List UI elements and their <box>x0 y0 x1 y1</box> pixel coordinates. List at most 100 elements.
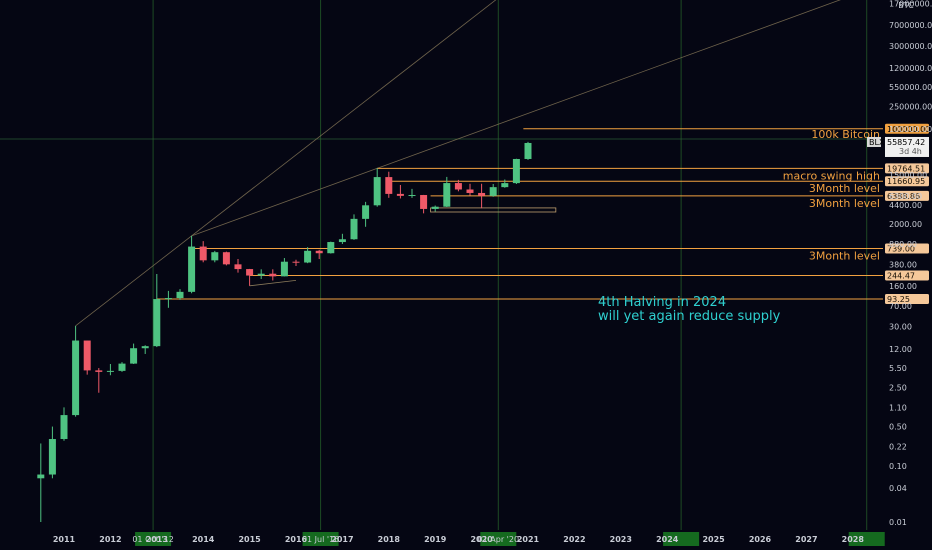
y-tick-label: 0.22 <box>889 443 907 452</box>
level-label: 100k Bitcoin <box>811 128 880 141</box>
candle-body <box>501 183 509 188</box>
x-tick-label: 2014 <box>192 535 215 544</box>
candle-body <box>280 261 288 277</box>
level-price-tag <box>885 270 929 281</box>
x-tick-label: 2021 <box>517 535 540 544</box>
candle-body <box>327 242 335 254</box>
candle-body <box>443 183 451 207</box>
axis-currency-label: BTC <box>898 1 914 10</box>
x-tick-label: 2025 <box>702 535 725 544</box>
x-tick-label: 2016 <box>285 535 308 544</box>
level-label: 3Month level <box>809 250 880 263</box>
range-box[interactable] <box>430 207 557 213</box>
halving-annotation-line2: will yet again reduce supply <box>598 309 781 324</box>
resistance-trendline[interactable] <box>191 0 880 237</box>
x-tick-label: 2018 <box>378 535 401 544</box>
halving-date-label: 01 Oct '12 <box>132 535 173 544</box>
support-trendline[interactable] <box>249 279 297 287</box>
x-tick-label: 2020 <box>470 535 493 544</box>
y-tick-label: 6300.00 <box>889 192 922 201</box>
upper-trendline[interactable] <box>75 0 880 327</box>
x-tick-label: 2011 <box>53 535 76 544</box>
y-tick-label: 100000.00 <box>889 125 932 134</box>
y-tick-label: 0.01 <box>889 518 907 527</box>
level-label: macro swing high <box>783 169 880 182</box>
level-price-tag-text: 739.00 <box>887 245 915 254</box>
level-price-tag <box>885 123 929 134</box>
candle-body <box>373 177 381 206</box>
y-tick-label: 5.50 <box>889 364 907 373</box>
candle-body <box>234 264 242 270</box>
y-tick-label: 7000000.00 <box>889 21 932 30</box>
candle-body <box>454 183 462 190</box>
price-tag-value: 55857.42 <box>887 138 925 147</box>
x-tick-label: 2023 <box>610 535 632 544</box>
price-tag-countdown: 3d 4h <box>899 147 922 156</box>
level-label: 3Month level <box>809 197 880 210</box>
ticker-badge <box>867 136 881 147</box>
y-tick-label: 550000.00 <box>889 83 932 92</box>
candle-body <box>188 246 196 292</box>
halving-annotation-line1: 4th Halving in 2024 <box>598 295 726 310</box>
candle-body <box>524 142 532 159</box>
y-tick-label: 2000.00 <box>889 220 922 229</box>
ticker-badge-text: BLX <box>869 138 885 147</box>
candle-body <box>106 370 114 372</box>
level-price-tag <box>885 163 929 174</box>
candle-body <box>153 299 161 347</box>
candle-body <box>408 195 416 197</box>
level-price-tag-text: 244.47 <box>887 271 915 280</box>
candle-body <box>512 158 520 184</box>
candles <box>37 141 532 522</box>
level-price-tag-text: 100000.00 <box>887 125 930 134</box>
grid-lines <box>0 0 880 530</box>
level-price-tag-text: 93.25 <box>887 295 910 304</box>
y-tick-label: 160.00 <box>889 282 917 291</box>
trend-lines[interactable] <box>75 0 880 327</box>
y-tick-label: 3000000.00 <box>889 42 932 51</box>
candle-body <box>211 252 219 261</box>
candle-body <box>60 415 68 440</box>
halving-date-badge <box>135 532 172 546</box>
level-price-tag <box>885 190 929 201</box>
price-tag <box>885 136 929 157</box>
level-price-tag-text: 11660.95 <box>887 177 925 186</box>
candle-body <box>83 340 91 371</box>
x-tick-label: 2017 <box>331 535 353 544</box>
level-price-tag <box>885 243 929 254</box>
time-axis[interactable]: 01 Oct '12 01 Jul '16 01 Apr '20 2011 2012 20… <box>0 530 932 550</box>
candle-body <box>37 474 45 479</box>
candle-body <box>466 189 474 193</box>
x-tick-label: 2015 <box>238 535 261 544</box>
level-price-tag-text: 6388.86 <box>887 192 920 201</box>
horizontal-levels[interactable]: 100k Bitcoin 100000.00 macro swing high 197… <box>156 123 930 305</box>
candle-body <box>350 218 358 240</box>
level-label: 3Month level <box>809 182 880 195</box>
candle-body <box>257 273 265 276</box>
level-price-tag <box>885 176 929 187</box>
candle-body <box>489 187 497 196</box>
candle-body <box>420 195 428 209</box>
y-tick-label: 1200000.00 <box>889 64 932 73</box>
y-tick-label: 1.10 <box>889 403 907 412</box>
candle-body <box>141 346 149 349</box>
candle-body <box>431 206 439 209</box>
candle-body <box>269 273 277 277</box>
candle-body <box>478 192 486 196</box>
candle-body <box>385 177 393 194</box>
candle-body <box>199 246 207 261</box>
level-price-tag-text: 19764.51 <box>887 164 925 173</box>
x-tick-label: 2028 <box>842 535 865 544</box>
candle-body <box>164 298 172 300</box>
y-tick-label: 0.04 <box>889 484 907 493</box>
candle-body <box>315 250 323 254</box>
candle-body <box>48 439 56 475</box>
candle-body <box>362 205 370 219</box>
halving-date-badge <box>848 532 885 546</box>
halving-date-label: 01 Apr '20 <box>478 535 519 544</box>
x-tick-label: 2019 <box>424 535 447 544</box>
x-tick-label: 2013 <box>146 535 168 544</box>
candle-body <box>304 250 312 263</box>
